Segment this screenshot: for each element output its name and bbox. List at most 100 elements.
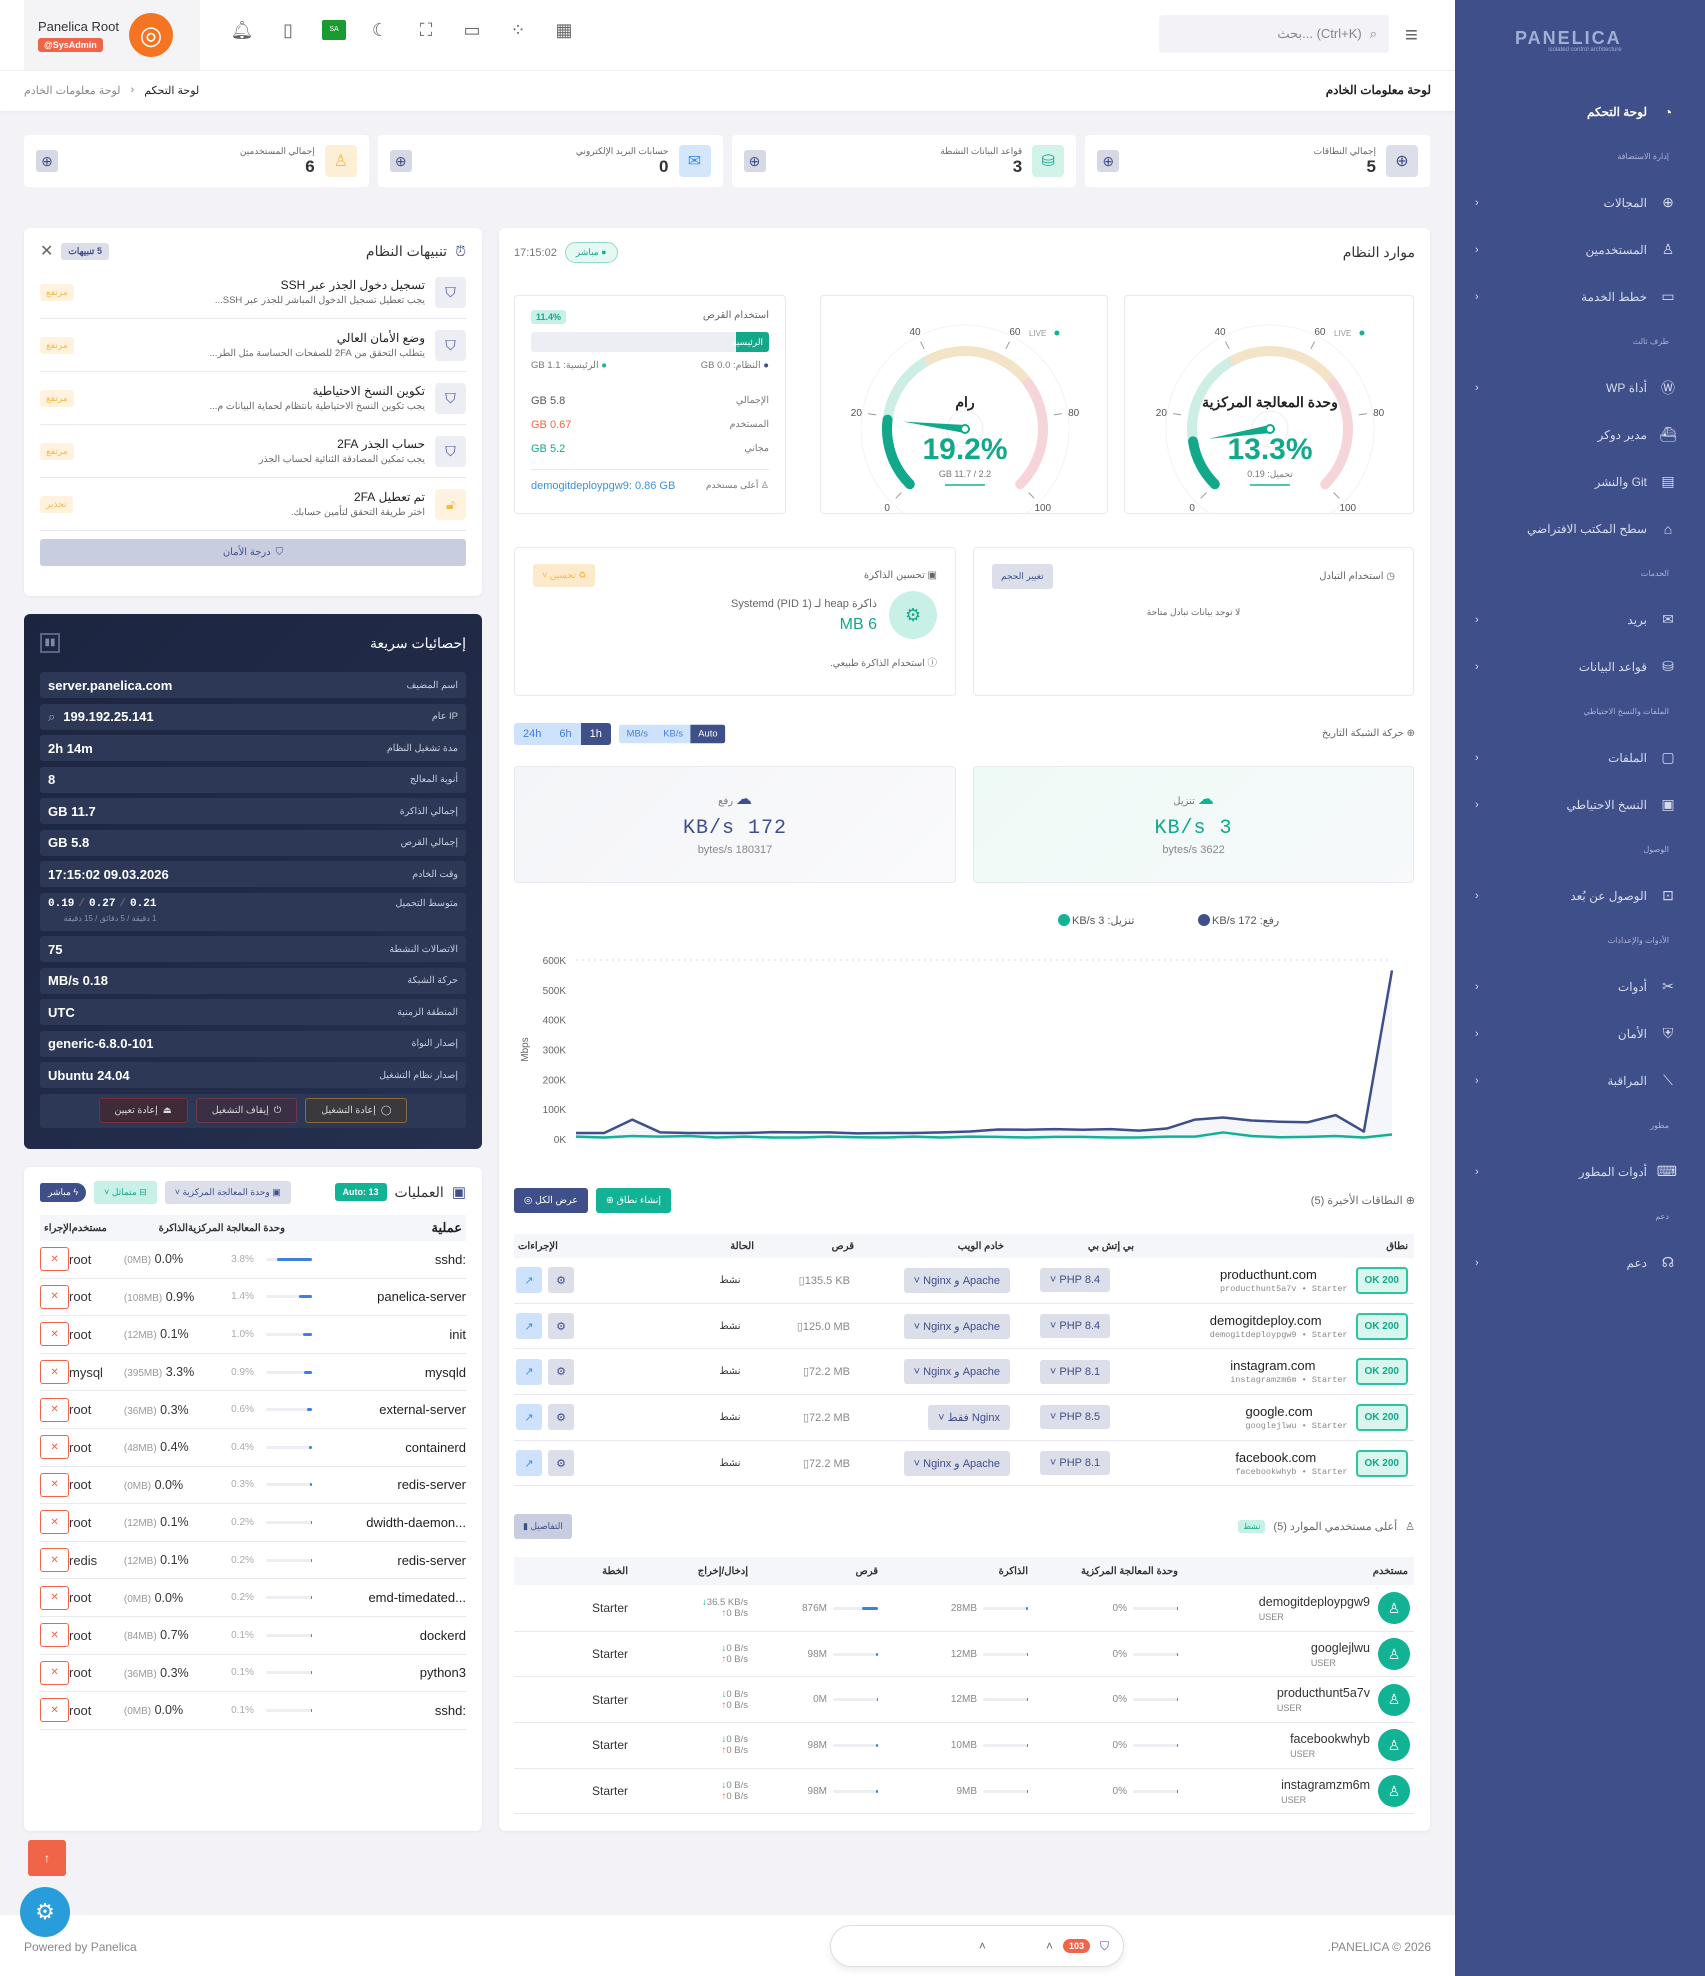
- php-version-select[interactable]: PHP 8.5 ˅: [1039, 1405, 1111, 1430]
- php-version-select[interactable]: PHP 8.1 ˅: [1039, 1451, 1111, 1476]
- user-name[interactable]: instagramzm6m: [1281, 1777, 1370, 1792]
- add-icon[interactable]: ⊕: [1097, 150, 1120, 172]
- unit-kb-s[interactable]: KB/s: [655, 724, 691, 744]
- webserver-select[interactable]: Apache و Nginx ˅: [903, 1267, 1010, 1293]
- add-icon[interactable]: ⊕: [36, 150, 58, 172]
- kill-process-button[interactable]: ✕: [40, 1360, 69, 1385]
- sidebar-item[interactable]: ⌂ سطح المكتب الافتراضي: [1455, 505, 1705, 552]
- user-name[interactable]: producthunt5a7v: [1276, 1686, 1370, 1701]
- monitor-icon[interactable]: ▭: [463, 20, 481, 40]
- add-icon[interactable]: ⊕: [743, 150, 766, 172]
- sidebar-item[interactable]: ⊕ المجالات ‹: [1455, 179, 1705, 226]
- php-version-select[interactable]: PHP 8.4 ˅: [1039, 1268, 1111, 1293]
- live-toggle[interactable]: ϟ مباشر: [40, 1182, 87, 1202]
- shutdown-button[interactable]: ⏻ إيقاف التشغيل: [195, 1098, 298, 1123]
- moon-icon[interactable]: ☾: [371, 20, 389, 40]
- scroll-top-button[interactable]: ↑: [28, 1840, 66, 1876]
- add-icon[interactable]: ⊕: [389, 150, 412, 172]
- external-link-icon[interactable]: ↗: [516, 1404, 542, 1431]
- settings-icon[interactable]: ⚙: [548, 1313, 574, 1340]
- sidebar-item[interactable]: Ⓦ أداة WP ‹: [1455, 364, 1705, 411]
- note-icon[interactable]: ▯: [283, 20, 293, 40]
- sidebar-item[interactable]: ⌨ أدوات المطور ‹: [1455, 1148, 1705, 1195]
- user-name[interactable]: facebookwhyb: [1290, 1731, 1370, 1746]
- webserver-select[interactable]: Nginx فقط ˅: [928, 1404, 1010, 1430]
- range-24h[interactable]: 24h: [514, 723, 551, 745]
- domain-link[interactable]: demogitdeploy.com: [1209, 1312, 1322, 1328]
- user-name[interactable]: demogitdeploypgw9: [1258, 1594, 1370, 1609]
- settings-gear-button[interactable]: ⚙: [20, 1887, 70, 1937]
- fullscreen-icon[interactable]: ⛶: [419, 20, 433, 40]
- alert-item[interactable]: ⛉ حساب الجذر 2FA يجب تمكين المصادقة الثنائ…: [40, 425, 466, 478]
- kill-process-button[interactable]: ✕: [40, 1698, 69, 1723]
- webserver-select[interactable]: Apache و Nginx ˅: [903, 1450, 1010, 1476]
- search-icon[interactable]: ⌕: [48, 708, 56, 724]
- sidebar-item[interactable]: ✉ بريد ‹: [1455, 596, 1705, 643]
- view-select[interactable]: ⊟ متماثل ˅: [94, 1180, 157, 1204]
- domain-link[interactable]: facebook.com: [1235, 1449, 1317, 1465]
- sidebar-item[interactable]: ⛨ الأمان ‹: [1455, 1010, 1705, 1057]
- settings-icon[interactable]: ⚙: [548, 1404, 574, 1431]
- close-icon[interactable]: ✕: [40, 243, 54, 260]
- sidebar-item[interactable]: ⊡ الوصول عن بُعد ‹: [1455, 872, 1705, 919]
- user-name[interactable]: googlejlwu: [1310, 1640, 1370, 1655]
- top-user-value[interactable]: demogitdeploypgw9: 0.86 GB: [531, 480, 676, 492]
- range-6h[interactable]: 6h: [550, 723, 581, 745]
- alert-item[interactable]: ⛉ تسجيل دخول الجذر عبر SSH يجب تعطيل تسجيل…: [40, 266, 466, 319]
- sidebar-item[interactable]: ▣ النسخ الاحتياطي ‹: [1455, 781, 1705, 828]
- external-link-icon[interactable]: ↗: [516, 1313, 542, 1340]
- qr-code-icon[interactable]: ▦: [555, 20, 573, 40]
- resize-swap-button[interactable]: تغيير الحجم: [992, 564, 1053, 589]
- kill-process-button[interactable]: ✕: [40, 1548, 69, 1573]
- external-link-icon[interactable]: ↗: [516, 1450, 542, 1477]
- webserver-select[interactable]: Apache و Nginx ˅: [903, 1313, 1010, 1339]
- sidebar-item[interactable]: ▤ Git والنشر: [1455, 458, 1705, 505]
- alert-item[interactable]: ⛉ وضع الأمان العالي يتطلب التحقق من 2FA لل…: [40, 319, 466, 372]
- security-score-button[interactable]: ⛉ درجة الأمان: [40, 539, 466, 566]
- domain-link[interactable]: producthunt.com: [1220, 1266, 1317, 1282]
- domain-link[interactable]: instagram.com: [1230, 1358, 1316, 1374]
- sidebar-item[interactable]: ▢ الملفات ‹: [1455, 734, 1705, 781]
- range-1h[interactable]: 1h: [580, 723, 611, 745]
- kill-process-button[interactable]: ✕: [40, 1510, 69, 1535]
- kill-process-button[interactable]: ✕: [40, 1284, 69, 1309]
- user-brand-box[interactable]: Panelica Root @SysAdmin ◎: [24, 0, 200, 70]
- php-version-select[interactable]: PHP 8.4 ˅: [1039, 1314, 1111, 1339]
- sort-select[interactable]: ▣ وحدة المعالجة المركزية ˅: [164, 1180, 291, 1204]
- kill-process-button[interactable]: ✕: [40, 1623, 69, 1648]
- create-domain-button[interactable]: ⊕ إنشاء نطاق: [595, 1188, 672, 1213]
- details-button[interactable]: ▮ التفاصيل: [514, 1514, 572, 1539]
- kill-process-button[interactable]: ✕: [40, 1472, 69, 1497]
- php-version-select[interactable]: PHP 8.1 ˅: [1039, 1359, 1111, 1384]
- kill-process-button[interactable]: ✕: [40, 1660, 69, 1685]
- sidebar-item[interactable]: ⟋ المراقبة ‹: [1455, 1057, 1705, 1104]
- sidebar-item[interactable]: ◔ لوحة التحكم: [1455, 88, 1705, 135]
- apps-grid-icon[interactable]: ⁘: [510, 20, 526, 40]
- kill-process-button[interactable]: ✕: [40, 1397, 69, 1422]
- external-link-icon[interactable]: ↗: [516, 1358, 542, 1385]
- unit-auto[interactable]: Auto: [690, 724, 726, 744]
- optimize-button[interactable]: ♻ تحسين ˅: [533, 564, 596, 587]
- expand-chevron-icon[interactable]: ˄: [978, 1939, 986, 1953]
- sidebar-item[interactable]: ⛁ قواعد البيانات ‹: [1455, 643, 1705, 690]
- view-all-button[interactable]: ◎ عرض الكل: [514, 1188, 588, 1213]
- sidebar-item[interactable]: ▭ خطط الخدمة ‹: [1455, 273, 1705, 320]
- sidebar-item[interactable]: ⛴ مدير دوكر: [1455, 411, 1705, 458]
- search-input[interactable]: بحث... (Ctrl+K) ⌕: [1159, 15, 1389, 53]
- external-link-icon[interactable]: ↗: [516, 1267, 542, 1294]
- expand-chevron-icon-2[interactable]: ˄: [1045, 1939, 1053, 1953]
- sidebar-item[interactable]: ☊ دعم ‹: [1455, 1239, 1705, 1286]
- settings-icon[interactable]: ⚙: [548, 1267, 574, 1294]
- alert-item[interactable]: ⛉ تكوين النسخ الاحتياطية يجب تكوين النسخ ا…: [40, 372, 466, 425]
- settings-icon[interactable]: ⚙: [548, 1358, 574, 1385]
- alert-item[interactable]: 🔓︎ تم تعطيل 2FA اختر طريقة التحقق لتأمين ح…: [40, 478, 466, 531]
- sidebar-item[interactable]: ♙ المستخدمين ‹: [1455, 226, 1705, 273]
- restart-button[interactable]: ◯ إعادة التشغيل: [305, 1098, 408, 1123]
- language-flag-icon[interactable]: SA: [322, 20, 346, 40]
- kill-process-button[interactable]: ✕: [40, 1435, 69, 1460]
- reset-button[interactable]: ⏏ إعادة تعيين: [98, 1098, 188, 1123]
- notification-count-badge[interactable]: 103: [1062, 1939, 1090, 1953]
- settings-icon[interactable]: ⚙: [548, 1450, 574, 1477]
- kill-process-button[interactable]: ✕: [40, 1585, 69, 1610]
- sidebar-item[interactable]: ✂ أدوات ‹: [1455, 963, 1705, 1010]
